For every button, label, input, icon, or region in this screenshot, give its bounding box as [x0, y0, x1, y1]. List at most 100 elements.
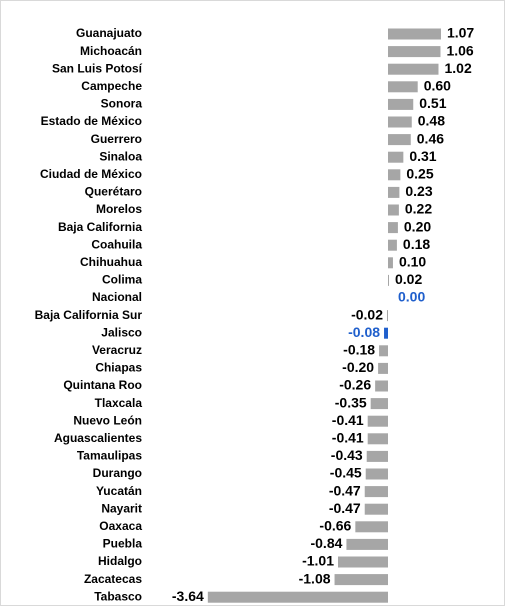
value-label: -0.84	[310, 535, 342, 551]
bar	[388, 239, 397, 251]
category-label: Tabasco	[94, 589, 142, 603]
bar	[346, 538, 388, 550]
bar	[378, 362, 388, 374]
value-label: -1.01	[302, 553, 334, 569]
value-label: -0.43	[331, 447, 363, 463]
bar	[370, 398, 388, 410]
value-label: -0.41	[332, 430, 364, 446]
value-label: -1.08	[299, 570, 331, 586]
category-label: Jalisco	[101, 325, 142, 339]
bar	[388, 46, 441, 58]
category-label: San Luis Potosí	[52, 61, 143, 75]
bar	[334, 574, 388, 586]
value-label: 1.06	[446, 42, 473, 58]
bar	[367, 415, 388, 427]
category-label: Sinaloa	[99, 149, 142, 163]
value-label: -0.41	[332, 412, 364, 428]
bar	[388, 169, 401, 181]
bar	[388, 204, 399, 216]
value-label: 0.60	[424, 78, 451, 94]
category-label: Nacional	[92, 290, 142, 304]
category-label: Quintana Roo	[63, 378, 142, 392]
bar	[387, 310, 388, 322]
category-label: Nuevo León	[73, 413, 142, 427]
category-label: Aguascalientes	[54, 431, 142, 445]
bar	[388, 28, 441, 40]
category-label: Hidalgo	[98, 554, 142, 568]
value-label: 0.18	[403, 236, 430, 252]
value-label: 0.51	[419, 95, 446, 111]
category-label: Estado de México	[41, 114, 142, 128]
category-label: Campeche	[81, 79, 142, 93]
category-label: Zacatecas	[84, 572, 142, 586]
value-label: -0.08	[348, 324, 380, 340]
category-label: Chiapas	[95, 361, 142, 375]
category-label: Yucatán	[96, 484, 142, 498]
bar	[364, 503, 388, 515]
value-label: 0.02	[395, 271, 422, 287]
value-label: -0.35	[335, 394, 367, 410]
bar	[388, 257, 393, 269]
bar	[388, 274, 389, 286]
category-label: Morelos	[96, 202, 142, 216]
bar	[355, 521, 388, 533]
bar	[379, 345, 388, 357]
bar	[338, 556, 388, 568]
bar	[207, 591, 388, 603]
category-label: Baja California	[58, 220, 142, 234]
category-label: Sonora	[101, 97, 143, 111]
value-label: 0.23	[405, 183, 432, 199]
value-label: 0.20	[404, 218, 431, 234]
bar	[375, 380, 388, 392]
category-label: Veracruz	[92, 343, 142, 357]
bar	[388, 186, 400, 198]
value-label: 0.10	[399, 254, 426, 270]
bar	[365, 468, 388, 480]
bar	[388, 116, 412, 128]
value-label: 0.31	[409, 148, 436, 164]
category-label: Guanajuato	[76, 26, 142, 40]
value-label: 1.07	[447, 25, 474, 41]
bar	[388, 151, 404, 163]
category-label: Colima	[102, 273, 142, 287]
value-label: 0.22	[405, 201, 432, 217]
value-label: 0.25	[406, 166, 433, 182]
bar	[388, 63, 439, 75]
category-label: Oaxaca	[99, 519, 142, 533]
value-label: 0.46	[417, 130, 444, 146]
value-label: -0.47	[329, 500, 361, 516]
category-label: Coahuila	[91, 237, 142, 251]
category-label: Nayarit	[101, 501, 142, 515]
value-label: -0.18	[343, 342, 375, 358]
category-label: Querétaro	[85, 185, 142, 199]
category-label: Guerrero	[91, 132, 142, 146]
category-label: Ciudad de México	[40, 167, 142, 181]
bar	[388, 98, 414, 110]
bar	[388, 81, 418, 93]
category-label: Puebla	[103, 537, 143, 551]
value-label: 0.00	[398, 289, 425, 305]
bar	[367, 433, 388, 445]
value-label: -0.66	[319, 518, 351, 534]
bar	[388, 134, 411, 146]
value-label: -0.45	[330, 465, 362, 481]
bar	[366, 450, 388, 462]
category-label: Tamaulipas	[77, 449, 142, 463]
bar	[388, 222, 398, 234]
value-label: -0.02	[351, 306, 383, 322]
value-label: 0.48	[418, 113, 445, 129]
category-label: Chihuahua	[80, 255, 142, 269]
value-label: -0.26	[339, 377, 371, 393]
value-label: -3.64	[172, 588, 204, 604]
category-label: Michoacán	[80, 44, 142, 58]
value-label: 1.02	[444, 60, 471, 76]
category-label: Baja California Sur	[35, 308, 143, 322]
category-label: Tlaxcala	[95, 396, 143, 410]
bar	[364, 486, 388, 498]
value-label: -0.47	[329, 482, 361, 498]
value-label: -0.20	[342, 359, 374, 375]
category-label: Durango	[93, 466, 142, 480]
bar	[384, 327, 388, 339]
